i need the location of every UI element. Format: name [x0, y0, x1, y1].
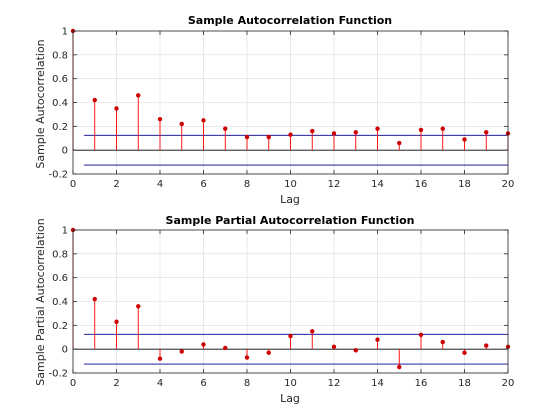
pacf-marker: [353, 348, 358, 353]
acf-marker: [223, 126, 228, 131]
pacf-x-tick-label: 4: [157, 378, 163, 389]
acf-x-tick-label: 6: [200, 179, 206, 190]
acf-y-tick-label: 0: [62, 146, 68, 157]
acf-y-tick-label: 0.6: [52, 74, 68, 85]
acf-marker: [288, 132, 293, 137]
pacf-marker: [375, 337, 380, 342]
pacf-y-tick-label: 0: [62, 345, 68, 356]
acf-marker: [266, 134, 271, 140]
acf-x-tick-label: 4: [157, 179, 163, 190]
acf-marker: [418, 127, 424, 133]
acf-marker: [462, 137, 467, 142]
acf-x-axis-label: Lag: [280, 193, 300, 206]
pacf-x-tick-label: 10: [284, 378, 297, 389]
acf-x-tick-label: 20: [502, 179, 515, 190]
acf-marker: [201, 118, 206, 123]
pacf-marker: [114, 319, 119, 324]
pacf-marker: [331, 344, 337, 349]
acf-y-tick-label: 0.8: [52, 50, 68, 61]
pacf-marker: [244, 355, 250, 360]
acf-x-tick-label: 8: [244, 179, 250, 190]
pacf-y-tick-label: 0.2: [52, 321, 68, 332]
acf-marker: [92, 97, 97, 103]
pacf-y-tick-label: -0.2: [48, 369, 68, 380]
pacf-x-tick-label: 2: [113, 378, 119, 389]
pacf-marker: [179, 349, 184, 354]
pacf-marker: [440, 339, 445, 345]
acf-y-tick-label: -0.2: [48, 170, 68, 181]
pacf-y-axis-label: Sample Partial Autocorrelation: [34, 218, 47, 385]
pacf-marker: [136, 304, 141, 309]
pacf-marker: [288, 333, 293, 339]
pacf-marker: [462, 350, 467, 355]
pacf-marker: [157, 356, 163, 361]
acf-x-tick-label: 16: [415, 179, 428, 190]
pacf-marker: [92, 296, 97, 302]
pacf-x-tick-label: 0: [70, 378, 76, 389]
pacf-x-tick-label: 14: [371, 378, 384, 389]
acf-x-tick-label: 2: [113, 179, 119, 190]
pacf-x-tick-label: 6: [200, 378, 206, 389]
pacf-y-tick-label: 0.4: [52, 297, 68, 308]
pacf-x-tick-label: 8: [244, 378, 250, 389]
acf-marker: [244, 134, 250, 140]
acf-marker: [397, 140, 402, 146]
acf-plot: Sample Autocorrelation Function Lag Samp…: [34, 14, 514, 206]
acf-marker: [375, 126, 380, 131]
pacf-marker: [223, 345, 228, 351]
acf-axes: 0 2 4 6 8 10 12 14 16 18 20-0.200.20.40.60.81: [48, 27, 514, 191]
pacf-y-tick-label: 0.8: [52, 249, 68, 260]
acf-marker: [331, 131, 337, 136]
acf-marker: [179, 121, 184, 127]
acf-marker: [310, 128, 315, 134]
acf-x-tick-label: 0: [70, 179, 76, 190]
pacf-plot: Sample Partial Autocorrelation Function …: [34, 214, 514, 405]
pacf-marker: [201, 342, 206, 347]
pacf-x-tick-label: 20: [502, 378, 515, 389]
pacf-marker: [418, 332, 424, 338]
pacf-y-tick-label: 0.6: [52, 273, 68, 284]
acf-marker: [157, 116, 163, 122]
acf-marker: [136, 93, 141, 98]
acf-y-axis-label: Sample Autocorrelation: [34, 39, 47, 168]
acf-x-tick-label: 18: [458, 179, 471, 190]
acf-y-tick-label: 0.2: [52, 122, 68, 133]
pacf-x-axis-label: Lag: [280, 392, 300, 405]
pacf-x-tick-label: 16: [415, 378, 428, 389]
pacf-axes: 0 2 4 6 8 10 12 14 16 18 20-0.200.20.40.60.81: [48, 226, 514, 390]
acf-x-tick-label: 10: [284, 179, 297, 190]
pacf-title: Sample Partial Autocorrelation Function: [166, 214, 415, 227]
pacf-marker: [484, 343, 489, 348]
acf-title: Sample Autocorrelation Function: [188, 14, 392, 27]
acf-marker: [353, 130, 358, 135]
pacf-marker: [266, 350, 271, 355]
acf-marker: [484, 130, 489, 135]
pacf-x-tick-label: 18: [458, 378, 471, 389]
pacf-marker: [310, 329, 315, 334]
acf-marker: [114, 106, 119, 111]
acf-marker: [440, 126, 445, 131]
acf-x-tick-label: 14: [371, 179, 384, 190]
pacf-marker: [397, 364, 402, 370]
acf-y-tick-label: 0.4: [52, 98, 68, 109]
pacf-y-tick-label: 1: [62, 226, 68, 237]
pacf-x-tick-label: 12: [328, 378, 341, 389]
acf-y-tick-label: 1: [62, 27, 68, 38]
acf-x-tick-label: 12: [328, 179, 341, 190]
